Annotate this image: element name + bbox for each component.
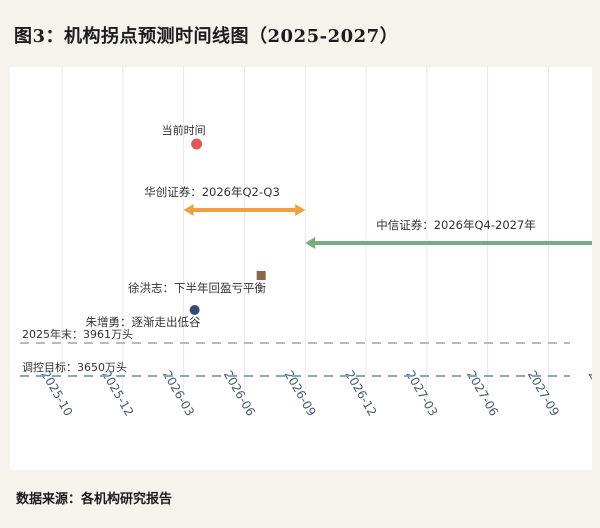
reference-line-label: 2025年末：3961万头 [22,327,133,341]
xu-hongzhi-label: 徐洪志：下半年回盈亏平衡 [128,281,266,295]
zhu-zengyong-marker [189,305,200,315]
event-label-current-time: 当前时间 [162,123,206,137]
timeline-chart-svg: 2025-10 2025-12 2026-03 2026-06 2026-09 2026-… [20,67,600,419]
citic-range-arrow-left [305,237,316,249]
zhu-zengyong-label: 朱增勇：逐渐走出低谷 [86,315,201,329]
reference-line-label: 调控目标：3650万头 [22,360,127,374]
citic-range-label: 中信证券：2026年Q4-2027年 [376,218,536,232]
x-tick-label: 2027-12 [586,368,592,418]
xu-hongzhi-marker [256,271,266,280]
current-time-marker [191,138,203,150]
figure-title: 图3：机构拐点预测时间线图（2025-2027） [14,26,399,47]
huachuang-range-label: 华创证券：2026年Q2-Q3 [144,185,280,199]
huachuang-range-arrow-right [295,204,306,216]
figure-source: 数据来源：各机构研究报告 [16,492,173,507]
timeline-chart: 2025-10 2025-12 2026-03 2026-06 2026-09 2026-… [10,67,600,470]
huachuang-range-arrow-left [183,204,194,216]
